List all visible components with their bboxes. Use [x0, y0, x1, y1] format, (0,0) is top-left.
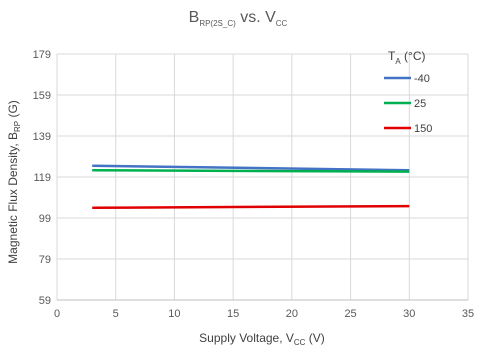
chart-title-main-sub: RP(2S_C): [199, 19, 236, 28]
chart-title: BRP(2S_C) vs. VCC: [189, 9, 288, 28]
legend-title-sub: A: [395, 57, 401, 66]
x-tick-labels: 0 5 10 15 20 25 30 35: [54, 308, 474, 320]
series-line-2: [92, 168, 410, 173]
x-gridlines: [56, 54, 469, 301]
y-axis-title-sub: RP: [13, 121, 22, 132]
x-tick-label: 15: [227, 308, 239, 320]
chart-title-mid: vs. V: [236, 9, 276, 26]
y-axis-title: Magnetic Flux Density, BRP (G): [6, 100, 22, 264]
legend-title-main: T: [388, 49, 396, 63]
x-tick-label: 30: [403, 308, 415, 320]
legend-items: -40 25 150: [384, 73, 432, 135]
x-axis-title-sub: CC: [294, 338, 306, 347]
y-tick-label: 139: [33, 131, 51, 143]
legend: TA (°C) -40 25 150: [384, 49, 432, 135]
x-tick-label: 5: [113, 308, 119, 320]
x-tick-label: 0: [54, 308, 60, 320]
y-axis-title-tail: (G): [6, 100, 20, 121]
x-axis-title-main: Supply Voltage, V: [199, 331, 294, 345]
legend-label-3: 150: [414, 123, 432, 135]
y-tick-label: 179: [33, 49, 51, 61]
x-axis-title-tail: (V): [305, 331, 324, 345]
y-tick-label: 99: [39, 213, 51, 225]
y-tick-labels: 59 79 99 119 139 159 179: [33, 49, 51, 307]
y-tick-label: 119: [33, 172, 51, 184]
y-axis-title-main: Magnetic Flux Density, B: [6, 132, 20, 264]
legend-label-1: -40: [414, 73, 430, 85]
legend-title-tail: (°C): [401, 49, 426, 63]
legend-title: TA (°C): [388, 49, 425, 66]
x-tick-label: 35: [462, 308, 474, 320]
chart-title-main: B: [189, 9, 200, 26]
series-line-1: [92, 164, 410, 172]
y-tick-label: 59: [39, 295, 51, 307]
y-gridlines: [56, 53, 468, 301]
series-line-3: [92, 204, 410, 209]
x-tick-label: 25: [344, 308, 356, 320]
x-tick-label: 20: [286, 308, 298, 320]
y-tick-label: 79: [39, 254, 51, 266]
chart-title-mid-sub: CC: [276, 19, 288, 28]
legend-label-2: 25: [414, 98, 426, 110]
y-tick-label: 159: [33, 90, 51, 102]
x-tick-label: 10: [168, 308, 180, 320]
series-lines: [92, 164, 410, 209]
x-axis-title: Supply Voltage, VCC (V): [199, 331, 325, 347]
